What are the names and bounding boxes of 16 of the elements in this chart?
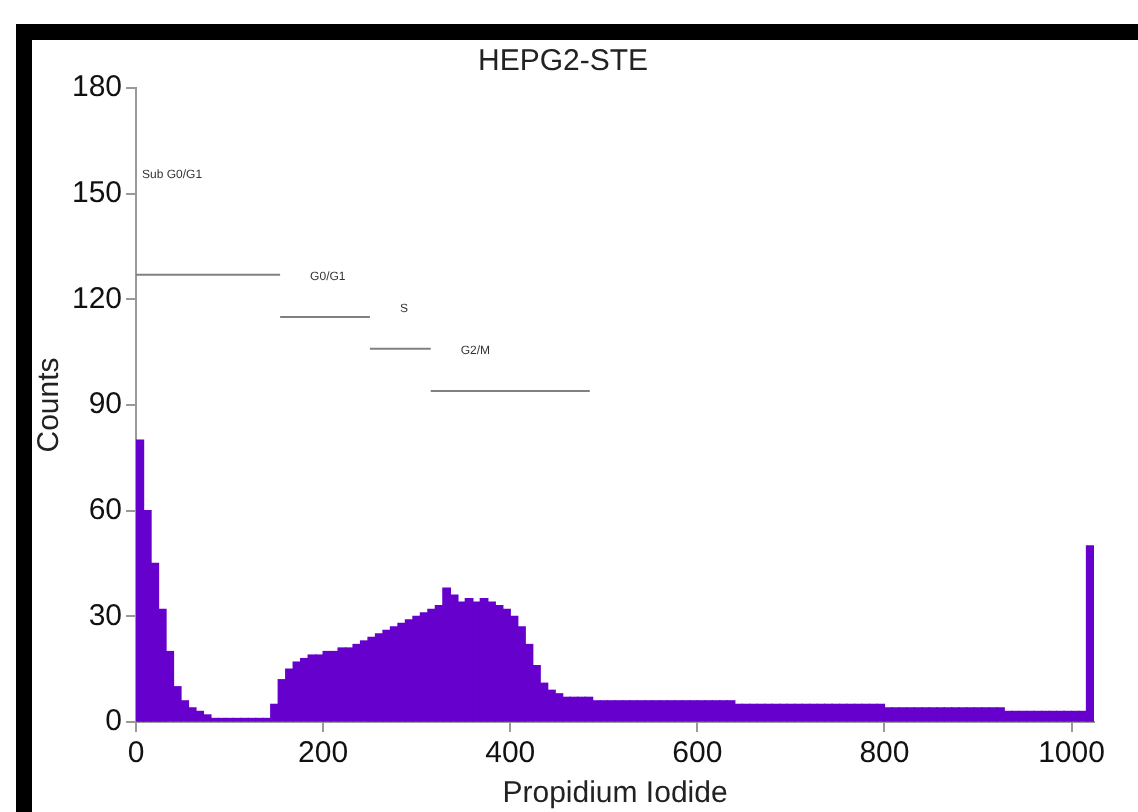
y-tick-label: 90 <box>88 387 123 422</box>
x-tick-label: 600 <box>672 736 723 771</box>
y-tick-label: 150 <box>71 175 123 210</box>
y-tick-label: 0 <box>105 704 123 739</box>
y-tick-label: 180 <box>71 70 123 105</box>
x-tick-label: 1000 <box>1038 736 1105 771</box>
chart-title: HEPG2-STE <box>477 44 649 79</box>
y-axis-title: Counts <box>32 357 67 453</box>
y-tick-label: 60 <box>88 492 123 527</box>
x-axis-title: Propidium Iodide <box>502 776 728 811</box>
y-tick-label: 30 <box>88 598 123 633</box>
x-tick-label: 200 <box>298 736 349 771</box>
x-tick-label: 0 <box>127 736 145 771</box>
y-tick-label: 120 <box>71 281 123 316</box>
x-tick-label: 400 <box>485 736 536 771</box>
x-tick-label: 800 <box>859 736 910 771</box>
